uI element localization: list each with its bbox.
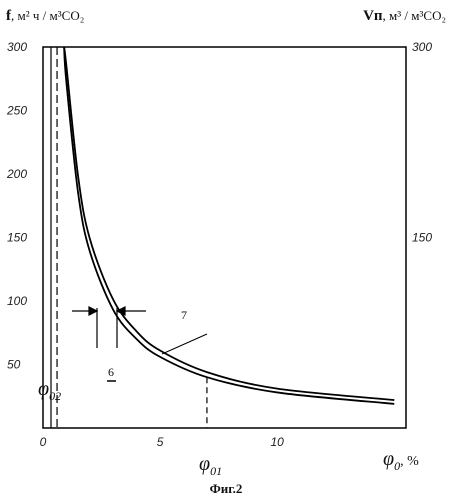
y-left-axis-label: f, м² ч / м³CO₂ xyxy=(6,8,84,24)
figure-caption: Фиг.2 xyxy=(210,481,243,496)
x-tick-label: 5 xyxy=(157,435,164,449)
y-left-tick-label: 150 xyxy=(7,231,27,245)
series-7-line xyxy=(64,47,394,400)
phi-01-symbol: φ xyxy=(199,453,210,475)
phi-02-symbol: φ xyxy=(38,378,49,400)
y-right-tick-label: 150 xyxy=(412,231,432,245)
curve-7-leader xyxy=(162,334,207,354)
y-left-tick-label: 300 xyxy=(7,40,27,54)
phi-02-subscript: 02 xyxy=(49,389,61,403)
measurement-marker xyxy=(72,307,146,348)
y-right-axis-units: , м³ / м³CO₂ xyxy=(383,8,446,23)
y-left-tick-label: 200 xyxy=(6,167,27,181)
phi-01-subscript: 01 xyxy=(210,464,222,478)
y-left-tick-label: 100 xyxy=(7,294,27,308)
x-tick-label: 10 xyxy=(271,435,285,449)
x-axis-units: , % xyxy=(400,454,419,469)
x-axis-label: φ0, % xyxy=(383,448,419,473)
y-left-tick-label: 250 xyxy=(6,104,27,118)
x-tick-label: 0 xyxy=(40,435,47,449)
phi-02-label: φ02 xyxy=(38,378,61,403)
series-curves xyxy=(64,47,394,404)
curve-7-label: 7 xyxy=(181,308,187,322)
guide-lines xyxy=(51,47,207,428)
curve-labels: 67 xyxy=(108,308,187,379)
y-right-tick-label: 300 xyxy=(412,40,432,54)
y-left-axis-units: , м² ч / м³CO₂ xyxy=(11,8,84,23)
phi-01-label: φ01 xyxy=(199,453,222,478)
series-6-line xyxy=(64,47,394,404)
y-right-axis-label: Vп, м³ / м³CO₂ xyxy=(363,8,446,24)
curve-6-label: 6 xyxy=(108,365,114,379)
x-axis-symbol: φ xyxy=(383,448,394,470)
y-left-tick-label: 50 xyxy=(7,358,21,372)
plot-frame xyxy=(43,47,406,428)
y-right-axis-symbol: Vп xyxy=(363,8,383,24)
